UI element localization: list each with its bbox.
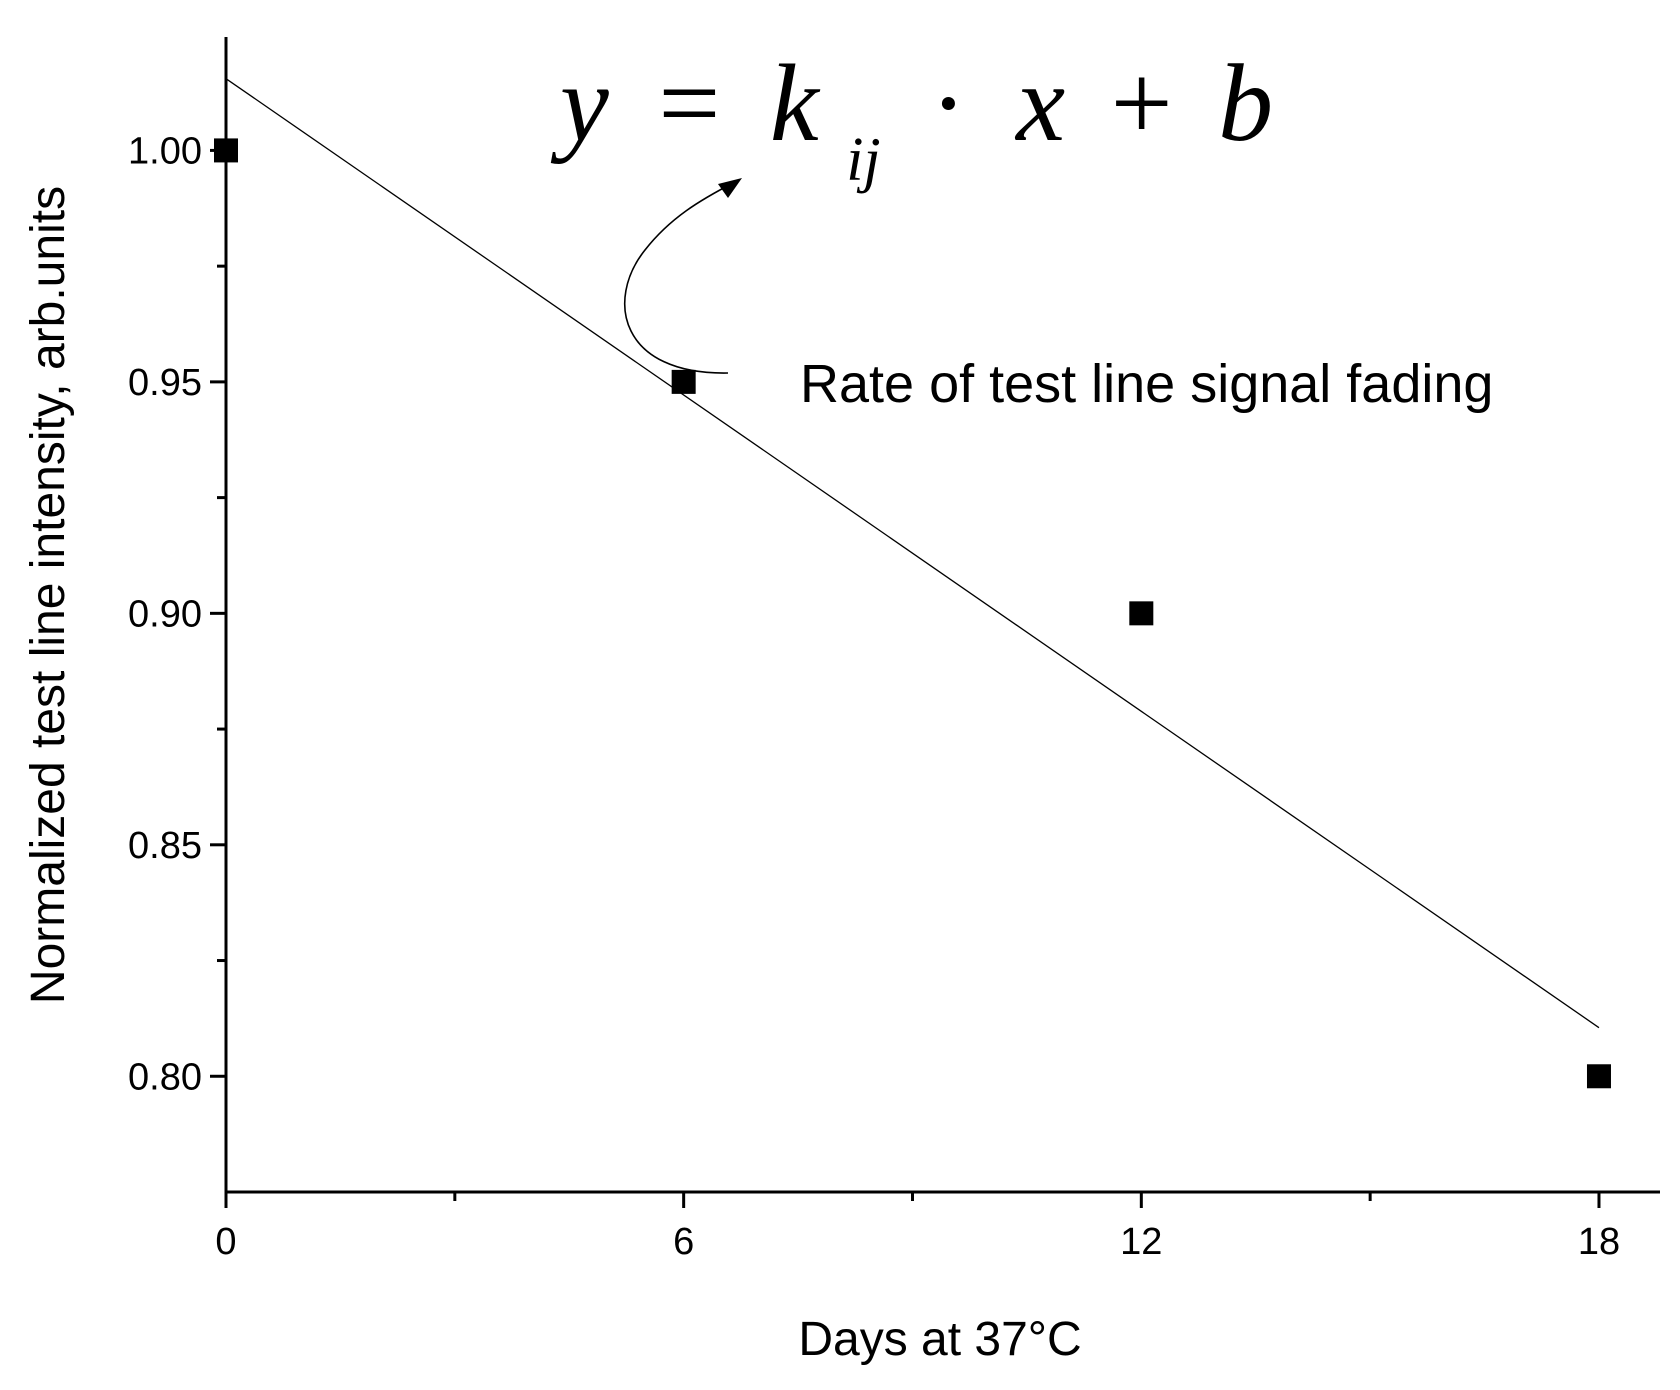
chart-marks xyxy=(214,78,1611,1089)
data-point xyxy=(214,138,238,163)
y-tick-label: 0.90 xyxy=(128,593,202,635)
axes: 0 6 12 18 0.80 0.85 0.90 0.95 1.00 xyxy=(128,37,1660,1263)
rate-label: Rate of test line signal fading xyxy=(800,354,1493,414)
svg-text:y = k ij: y = k ij · x + b xyxy=(550,42,1273,204)
data-point xyxy=(1586,1064,1611,1089)
y-tick-label: 0.95 xyxy=(128,362,202,404)
fit-equation: y = k ij · x + b xyxy=(550,42,1273,204)
x-tick-label: 18 xyxy=(1578,1221,1620,1263)
equation-subscript: ij xyxy=(846,126,880,194)
x-tick-label: 12 xyxy=(1120,1221,1162,1263)
y-axis-title: Normalized test line intensity, arb.unit… xyxy=(22,186,75,1004)
x-tick-label: 6 xyxy=(673,1221,694,1263)
equation-dot: · xyxy=(930,42,967,164)
equation-plus: + xyxy=(1111,42,1173,164)
equation-equals: = xyxy=(658,42,720,164)
data-point xyxy=(1129,601,1154,626)
data-point xyxy=(671,369,696,394)
x-tick-label: 0 xyxy=(215,1221,236,1263)
equation-y: y xyxy=(550,42,609,164)
equation-b: b xyxy=(1218,42,1273,164)
annotation-arrow xyxy=(623,178,742,374)
equation-k: k xyxy=(770,42,821,164)
y-tick-label: 0.80 xyxy=(128,1056,202,1098)
arrow-curve xyxy=(623,181,736,374)
y-tick-label: 0.85 xyxy=(128,825,202,867)
equation-x: x xyxy=(1014,42,1065,164)
y-tick-label: 1.00 xyxy=(128,130,202,172)
fit-line xyxy=(225,78,1600,1029)
x-axis-title: Days at 37°C xyxy=(798,1313,1081,1366)
arrow-head xyxy=(718,178,742,198)
